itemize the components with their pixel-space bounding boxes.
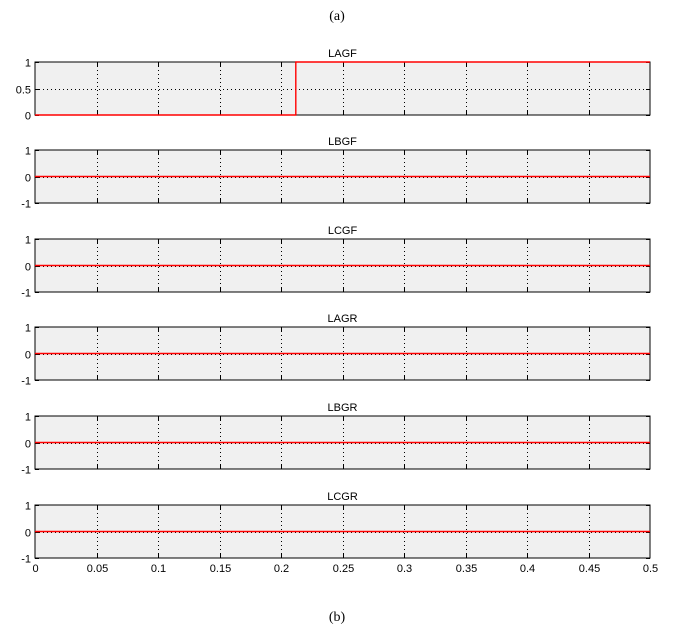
y-tick-label: 1 xyxy=(25,146,31,158)
subplot-stack: LAGF00.51LBGF-101LCGF-101LAGR-101LBGR-10… xyxy=(16,48,658,575)
caption-a: (a) xyxy=(329,9,345,24)
y-tick-label: 0 xyxy=(25,262,31,274)
subplot-lcgf: LCGF -1 0 1 xyxy=(21,225,651,300)
x-tick-label: 0.1 xyxy=(151,563,166,575)
x-tick-label: 0.45 xyxy=(579,563,600,575)
y-tick-label: 1 xyxy=(25,235,31,247)
x-tick-label: 0.25 xyxy=(333,563,354,575)
y-tick-label: -1 xyxy=(21,465,31,477)
plot-title: LBGF xyxy=(328,136,357,148)
x-tick-label: 0.2 xyxy=(274,563,289,575)
y-tick-label: -1 xyxy=(21,288,31,300)
plot-title: LAGF xyxy=(328,48,357,60)
subplot-lbgr: LBGR -1 0 1 xyxy=(21,402,651,477)
x-tick-label: 0 xyxy=(32,563,38,575)
x-tick-label: 0.5 xyxy=(643,563,658,575)
y-tick-label: 1 xyxy=(25,58,31,70)
plot-title: LCGR xyxy=(327,491,358,503)
subplot-lcgr: LCGR 0 0.05 0.1 0.15 0.2 0.25 0.3 0.35 0.4 0.45 0.5… xyxy=(21,491,658,575)
y-tick-label: 1 xyxy=(25,412,31,424)
y-tick-label: -1 xyxy=(21,376,31,388)
y-tick-label: 1 xyxy=(25,501,31,513)
subplot-lagf: LAGF 0 0.5 1 xyxy=(16,48,651,123)
plot-title: LAGR xyxy=(328,313,358,325)
y-tick-label: 0 xyxy=(25,173,31,185)
y-tick-label: 0 xyxy=(25,439,31,451)
y-tick-label: 0 xyxy=(25,111,31,123)
x-tick-label: 0.35 xyxy=(456,563,477,575)
y-tick-label: 0 xyxy=(25,528,31,540)
y-tick-label: -1 xyxy=(21,199,31,211)
plot-title: LCGF xyxy=(328,225,358,237)
x-tick-label: 0.3 xyxy=(397,563,412,575)
x-tick-label: 0.05 xyxy=(87,563,108,575)
y-tick-label: 0 xyxy=(25,350,31,362)
caption-b: (b) xyxy=(329,610,346,625)
x-tick-label: 0.15 xyxy=(210,563,231,575)
series-line-0 xyxy=(35,61,650,116)
y-tick-label: 0.5 xyxy=(16,85,31,97)
x-tick-label: 0.4 xyxy=(520,563,535,575)
plot-frame xyxy=(34,61,651,116)
y-tick-label: 1 xyxy=(25,323,31,335)
plot-title: LBGR xyxy=(328,402,358,414)
y-tick-label: -1 xyxy=(21,554,31,566)
subplot-lbgf: LBGF -1 0 1 xyxy=(21,136,651,211)
subplot-lagr: LAGR -1 0 1 xyxy=(21,313,651,388)
